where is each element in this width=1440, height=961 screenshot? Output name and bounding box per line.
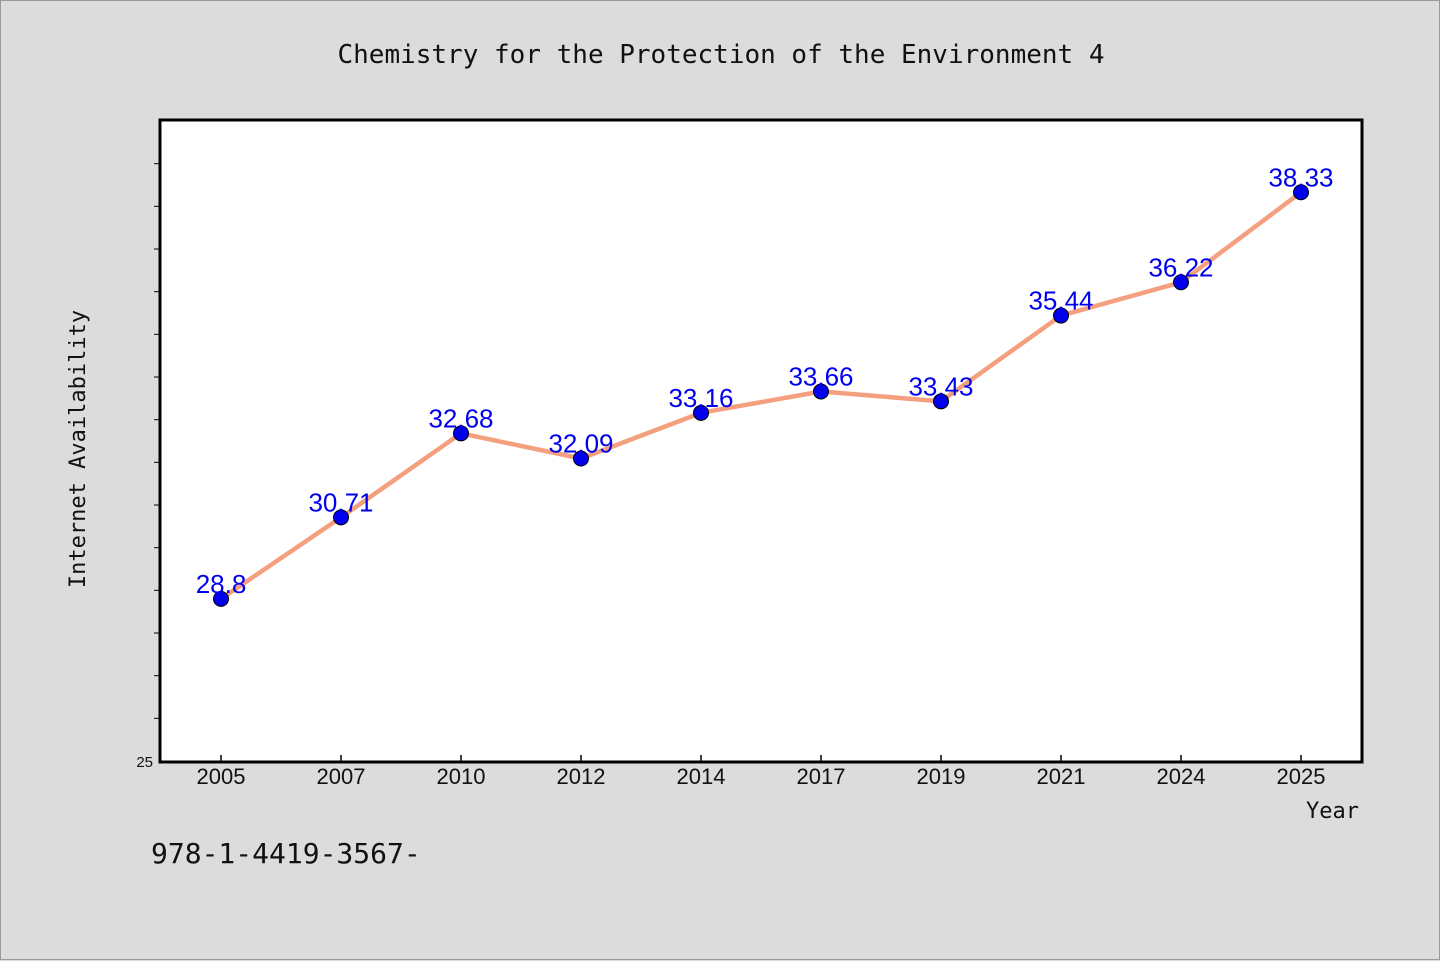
data-point <box>333 509 349 526</box>
data-labels: 28.8 30.71 32.68 32.09 33.16 33.66 33.43 35.44 3… <box>196 162 1334 599</box>
x-tick-label: 2014 <box>677 764 726 789</box>
data-point <box>213 590 229 607</box>
x-axis-tick-labels: 2005 2007 2010 2012 2014 2017 2019 2021 2024 2025 <box>197 764 1326 789</box>
data-label: 30.71 <box>308 487 373 517</box>
data-point <box>1293 184 1309 201</box>
data-label: 33.66 <box>788 362 853 392</box>
series-line <box>218 190 1304 602</box>
data-label: 35.44 <box>1028 286 1093 316</box>
data-label: 38.33 <box>1268 162 1333 192</box>
x-axis-ticks <box>220 755 1302 761</box>
footnote-isbn: 978-1-4419-3567- <box>151 837 421 870</box>
x-tick-label: 2021 <box>1037 764 1086 789</box>
x-tick-label: 2024 <box>1157 764 1206 789</box>
data-point <box>1053 307 1069 324</box>
data-label: 32.09 <box>548 428 613 458</box>
data-point <box>813 383 829 400</box>
data-label: 36.22 <box>1148 252 1213 282</box>
chart-title: Chemistry for the Protection of the Envi… <box>337 40 1104 70</box>
data-point <box>693 404 709 421</box>
x-tick-label: 2005 <box>197 764 246 789</box>
data-point <box>573 450 589 467</box>
x-tick-label: 2017 <box>797 764 846 789</box>
data-point <box>933 393 949 410</box>
y-axis-min-label: 25 <box>136 754 153 771</box>
x-tick-label: 2010 <box>437 764 486 789</box>
plot-area <box>158 118 1364 764</box>
y-axis-ticks <box>154 163 161 719</box>
data-markers <box>213 184 1309 607</box>
y-axis-label: Internet Availability <box>66 310 91 588</box>
series-line-group <box>218 190 1304 602</box>
x-tick-label: 2012 <box>557 764 606 789</box>
x-axis-label: Year <box>1306 799 1359 824</box>
data-label: 32.68 <box>428 403 493 433</box>
data-label: 28.8 <box>196 569 247 599</box>
data-label: 33.16 <box>668 383 733 413</box>
x-tick-label: 2025 <box>1277 764 1326 789</box>
x-tick-label: 2019 <box>917 764 966 789</box>
data-point <box>1173 274 1189 291</box>
data-point <box>453 425 469 442</box>
data-label: 33.43 <box>908 371 973 401</box>
x-tick-label: 2007 <box>317 764 366 789</box>
